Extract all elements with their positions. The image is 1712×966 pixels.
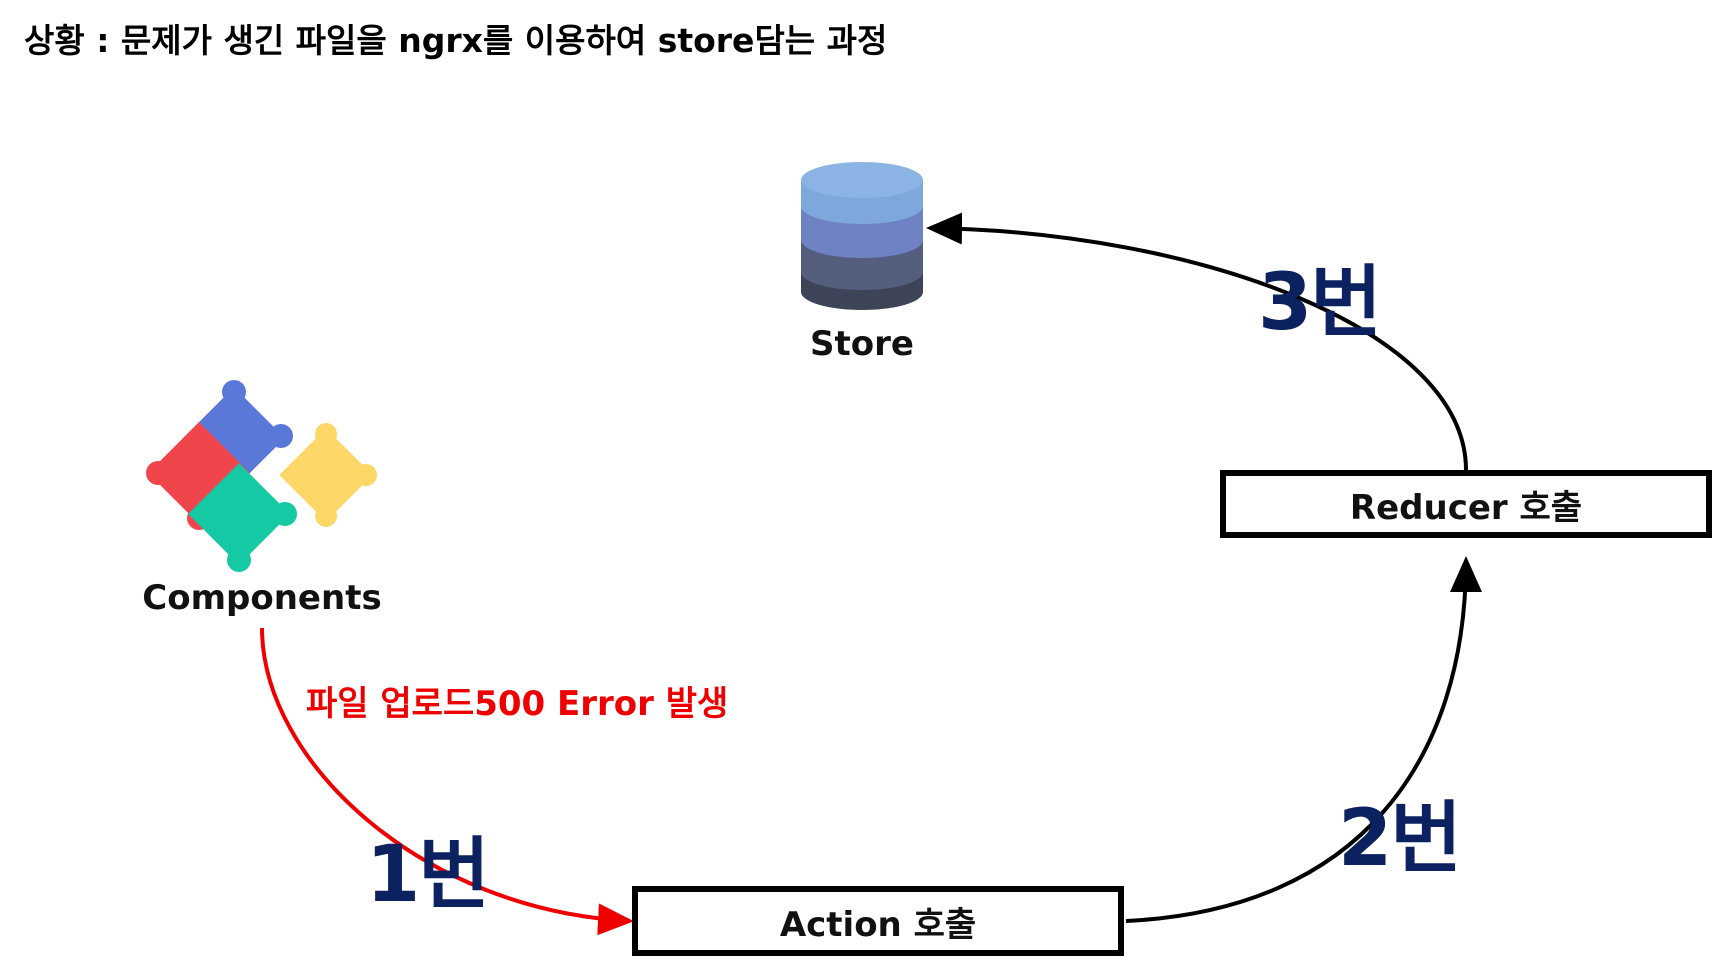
step-1-label: 1번 [366,830,490,920]
store-label: Store [810,324,914,364]
edge-action-to-reducer [1125,556,1482,923]
reducer-box: Reducer 호출 [1220,470,1712,538]
reducer-label: Reducer 호출 [1349,487,1583,528]
database-icon [801,162,923,310]
edge-components-to-action [260,627,634,936]
error-annotation: 파일 업로드500 Error 발생 [306,684,729,724]
page-title: 상황 : 문제가 생긴 파일을 ngrx를 이용하여 store담는 과정 [24,21,888,60]
puzzle-icon [146,380,377,572]
step-2-label: 2번 [1338,794,1462,884]
edge-reducer-to-store [926,212,1468,471]
components-label: Components [142,578,382,618]
step-3-label: 3번 [1258,258,1382,348]
action-label: Action 호출 [779,904,977,945]
action-box: Action 호출 [632,886,1124,956]
